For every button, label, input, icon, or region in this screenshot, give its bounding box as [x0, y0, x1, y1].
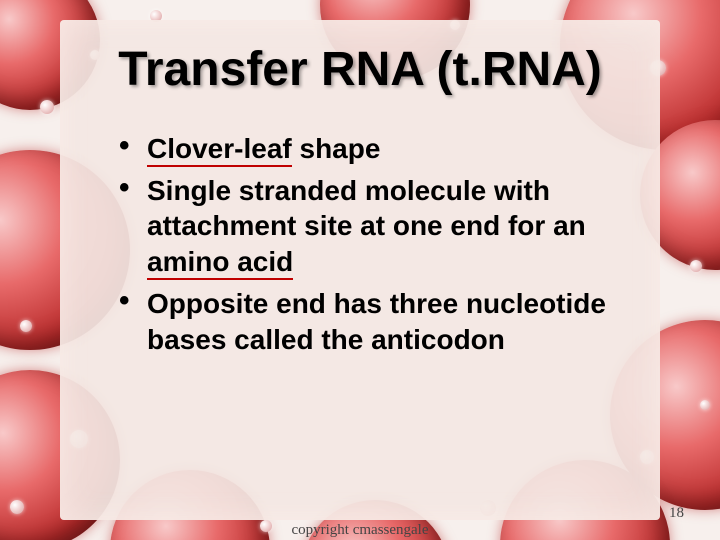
content-panel: Transfer RNA (t.RNA) Clover-leaf shape Si… [60, 20, 660, 520]
bullet-item: Single stranded molecule with attachment… [115, 173, 630, 280]
bg-cell-small [700, 400, 710, 410]
bg-cell-small [10, 500, 24, 514]
bg-cell-small [40, 100, 54, 114]
copyright-text: copyright cmassengale [0, 522, 720, 539]
bullet-list: Clover-leaf shape Single stranded molecul… [115, 131, 630, 358]
bullet-item: Clover-leaf shape [115, 131, 630, 167]
bg-cell-small [20, 320, 32, 332]
bg-cell-small [690, 260, 702, 272]
bullet-text-run: Single stranded molecule with attachment… [147, 175, 586, 242]
bullet-text-run: amino acid [147, 246, 293, 280]
bullet-text-run: anticodon [371, 324, 505, 355]
bullet-item: Opposite end has three nucleotide bases … [115, 286, 630, 358]
bullet-text-run: Clover-leaf [147, 133, 292, 167]
bullet-text-run: shape [292, 133, 381, 164]
slide: Transfer RNA (t.RNA) Clover-leaf shape Si… [0, 0, 720, 540]
slide-title: Transfer RNA (t.RNA) [60, 44, 660, 97]
page-number: 18 [669, 505, 684, 522]
